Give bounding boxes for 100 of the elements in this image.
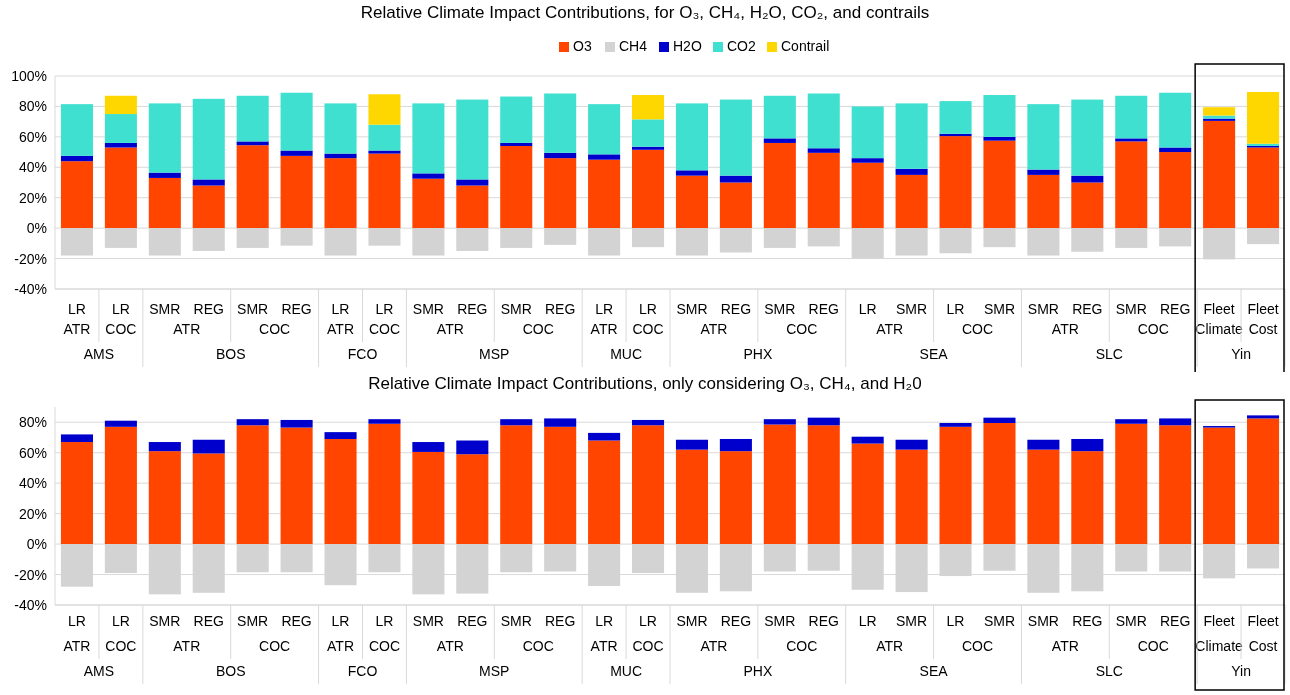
text: Cost bbox=[1248, 320, 1278, 337]
x-tick-label: REG bbox=[281, 612, 312, 629]
text: ATR bbox=[876, 320, 904, 337]
text: ATR bbox=[1051, 320, 1079, 337]
x-tick-label: Fleet bbox=[1247, 300, 1279, 317]
bar bbox=[104, 114, 137, 143]
text: SLC bbox=[1095, 662, 1123, 679]
y-tick-label: -40% bbox=[14, 596, 47, 613]
x-tick-label: REG bbox=[457, 300, 488, 317]
bar bbox=[500, 142, 533, 146]
bar bbox=[60, 161, 93, 229]
x-tick-label: SMR bbox=[1027, 612, 1059, 629]
bar bbox=[807, 152, 840, 229]
x-tick-label: LR bbox=[946, 612, 965, 629]
bar bbox=[851, 436, 884, 444]
y-tick-label: 40% bbox=[18, 159, 47, 176]
text: SLC bbox=[1095, 345, 1123, 362]
legend-label: CO2 bbox=[727, 37, 756, 54]
text: FCO bbox=[347, 662, 378, 679]
bar bbox=[719, 451, 752, 545]
bar bbox=[1159, 152, 1192, 229]
text: COC bbox=[522, 637, 554, 654]
bar bbox=[1203, 120, 1236, 229]
text: MUC bbox=[610, 662, 643, 679]
bar bbox=[456, 185, 489, 229]
x-tick-label: SMR bbox=[237, 300, 269, 317]
x-tick-label: REG bbox=[1072, 612, 1103, 629]
text: ATR bbox=[327, 320, 355, 337]
bar bbox=[719, 438, 752, 452]
x-tick-label: LR bbox=[639, 300, 657, 317]
bar bbox=[588, 159, 621, 229]
text: Cost bbox=[1248, 637, 1278, 654]
text: MSP bbox=[479, 345, 510, 362]
bar bbox=[1203, 427, 1236, 545]
bar bbox=[236, 425, 269, 545]
text: COC bbox=[368, 320, 401, 337]
text: ATR bbox=[327, 637, 355, 654]
bar bbox=[148, 177, 181, 229]
bar bbox=[588, 104, 621, 155]
bar bbox=[851, 158, 884, 163]
bar bbox=[895, 449, 928, 545]
bar bbox=[983, 422, 1016, 545]
bar bbox=[324, 103, 357, 154]
x-tick-label: REG bbox=[457, 612, 488, 629]
bar bbox=[280, 419, 313, 428]
x-tick-label: REG bbox=[545, 612, 576, 629]
text: COC bbox=[105, 637, 137, 654]
x-tick-label: LR bbox=[858, 612, 877, 629]
bar bbox=[675, 439, 708, 450]
bar bbox=[60, 104, 93, 156]
x-tick-label: Fleet bbox=[1203, 300, 1235, 317]
text: ATR bbox=[173, 637, 201, 654]
bar bbox=[1115, 419, 1148, 424]
bar bbox=[148, 442, 181, 452]
bar bbox=[148, 451, 181, 545]
bar bbox=[851, 162, 884, 229]
bar bbox=[544, 152, 577, 159]
bar bbox=[763, 424, 796, 545]
x-tick-label: LR bbox=[111, 612, 130, 629]
bar bbox=[632, 119, 665, 147]
bar bbox=[675, 449, 708, 545]
bar bbox=[939, 422, 972, 427]
bar bbox=[1247, 91, 1280, 144]
x-tick-label: LR bbox=[111, 300, 130, 317]
legend-label: H2O bbox=[673, 37, 702, 54]
x-tick-label: LR bbox=[68, 300, 86, 317]
bar bbox=[1071, 99, 1104, 176]
text: ATR bbox=[1051, 637, 1079, 654]
text: COC bbox=[961, 320, 994, 337]
text: PHX bbox=[743, 662, 773, 679]
x-tick-label: Fleet bbox=[1203, 612, 1235, 629]
x-tick-label: REG bbox=[808, 612, 839, 629]
text: ATR bbox=[436, 320, 464, 337]
text: MSP bbox=[479, 662, 510, 679]
x-tick-label: LR bbox=[331, 300, 350, 317]
x-tick-label: LR bbox=[68, 612, 86, 629]
bar bbox=[280, 427, 313, 545]
x-tick-label: LR bbox=[331, 612, 350, 629]
bar bbox=[763, 138, 796, 143]
bar bbox=[236, 95, 269, 142]
x-tick-label: SMR bbox=[896, 300, 928, 317]
x-tick-label: Fleet bbox=[1247, 612, 1279, 629]
text: Climate bbox=[1195, 637, 1244, 654]
x-tick-label: SMR bbox=[237, 612, 269, 629]
bar bbox=[983, 417, 1016, 423]
bar bbox=[1159, 425, 1192, 545]
bar bbox=[939, 426, 972, 545]
bar bbox=[1203, 107, 1236, 116]
x-tick-label: REG bbox=[1160, 300, 1191, 317]
y-tick-label: 80% bbox=[18, 98, 47, 115]
x-tick-label: REG bbox=[281, 300, 312, 317]
bar bbox=[236, 141, 269, 146]
bar bbox=[500, 145, 533, 229]
text: ATR bbox=[63, 637, 91, 654]
bar bbox=[412, 442, 445, 452]
legend-label: CH4 bbox=[619, 37, 648, 54]
x-tick-label: REG bbox=[1160, 612, 1191, 629]
bar bbox=[1071, 438, 1104, 452]
text: ATR bbox=[63, 320, 91, 337]
bar bbox=[983, 136, 1016, 141]
